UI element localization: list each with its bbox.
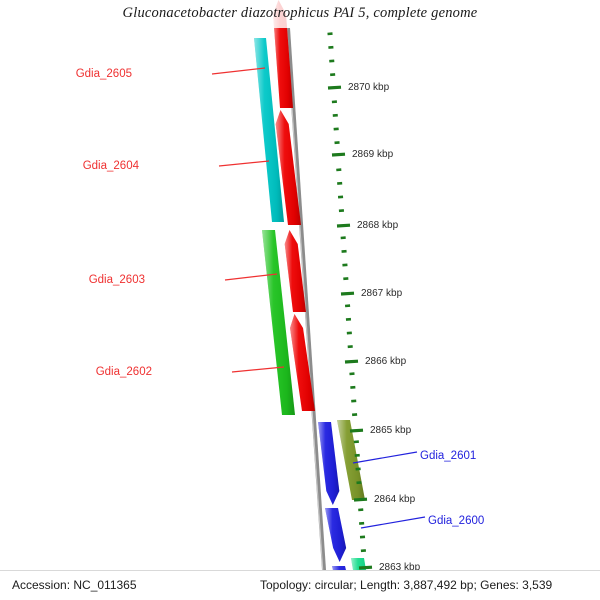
- gene-label-Gdia_2604[interactable]: Gdia_2604: [82, 160, 139, 172]
- red-gene-b-shading: [275, 110, 301, 225]
- genome-summary-text: Topology: circular; Length: 3,887,492 bp…: [260, 578, 553, 592]
- ruler-major-tick: [336, 223, 351, 228]
- ruler-major-tick: [331, 152, 346, 157]
- page-title: Gluconacetobacter diazotrophicus PAI 5, …: [122, 5, 478, 21]
- ruler-label-2864: 2864 kbp: [374, 494, 416, 505]
- cyan-ribbon-2605-shading: [254, 38, 284, 222]
- status-bar: Accession: NC_011365 Topology: circular;…: [0, 570, 600, 600]
- red-gene-c-shading: [284, 230, 306, 312]
- ruler-label-2866: 2866 kbp: [365, 356, 407, 367]
- ruler-major-tick: [349, 428, 364, 433]
- backbone-line: [286, 27, 328, 600]
- leader-line-Gdia_2600: [360, 516, 426, 529]
- ruler-major-tick: [358, 565, 373, 570]
- leader-line-Gdia_2601: [352, 451, 418, 464]
- accession-text: Accession: NC_011365: [12, 578, 137, 592]
- genome-backbone: [286, 27, 328, 600]
- leader-line-Gdia_2604: [218, 160, 270, 167]
- ruler-label-2868: 2868 kbp: [357, 220, 399, 231]
- olive-ribbon-2601-shading: [337, 420, 365, 500]
- status-divider: [0, 570, 600, 571]
- ruler-major-tick: [353, 497, 368, 502]
- ruler-label-2869: 2869 kbp: [352, 149, 394, 160]
- gene-label-Gdia_2605[interactable]: Gdia_2605: [75, 68, 132, 80]
- gene-label-Gdia_2602[interactable]: Gdia_2602: [95, 366, 152, 378]
- label-leader-lines: [211, 67, 426, 529]
- ruler-major-tick: [340, 291, 355, 296]
- ruler-label-2870: 2870 kbp: [348, 82, 390, 93]
- green-ribbon-2603-shading: [262, 230, 295, 415]
- leader-line-Gdia_2605: [211, 67, 266, 75]
- ruler-major-tick: [344, 359, 359, 364]
- ruler-label-2863: 2863 kbp: [379, 562, 421, 573]
- title-backdrop: [0, 0, 600, 28]
- gene-label-Gdia_2600[interactable]: Gdia_2600: [428, 515, 485, 527]
- red-gene-d-shading: [290, 314, 315, 411]
- ruler-label-2865: 2865 kbp: [370, 425, 412, 436]
- leader-line-Gdia_2603: [224, 273, 278, 281]
- backbone-highlight: [286, 27, 326, 600]
- blue-gene-2601-shading: [318, 422, 340, 505]
- gene-label-Gdia_2603[interactable]: Gdia_2603: [88, 274, 145, 286]
- gene-feature-layer[interactable]: [254, 0, 371, 600]
- ruler-major-tick: [327, 85, 342, 90]
- gene-label-Gdia_2601[interactable]: Gdia_2601: [420, 450, 477, 462]
- blue-gene-2600-shading: [325, 508, 347, 562]
- coordinate-ruler: [327, 32, 373, 593]
- leader-line-Gdia_2602: [231, 366, 285, 373]
- ruler-label-2867: 2867 kbp: [361, 288, 403, 299]
